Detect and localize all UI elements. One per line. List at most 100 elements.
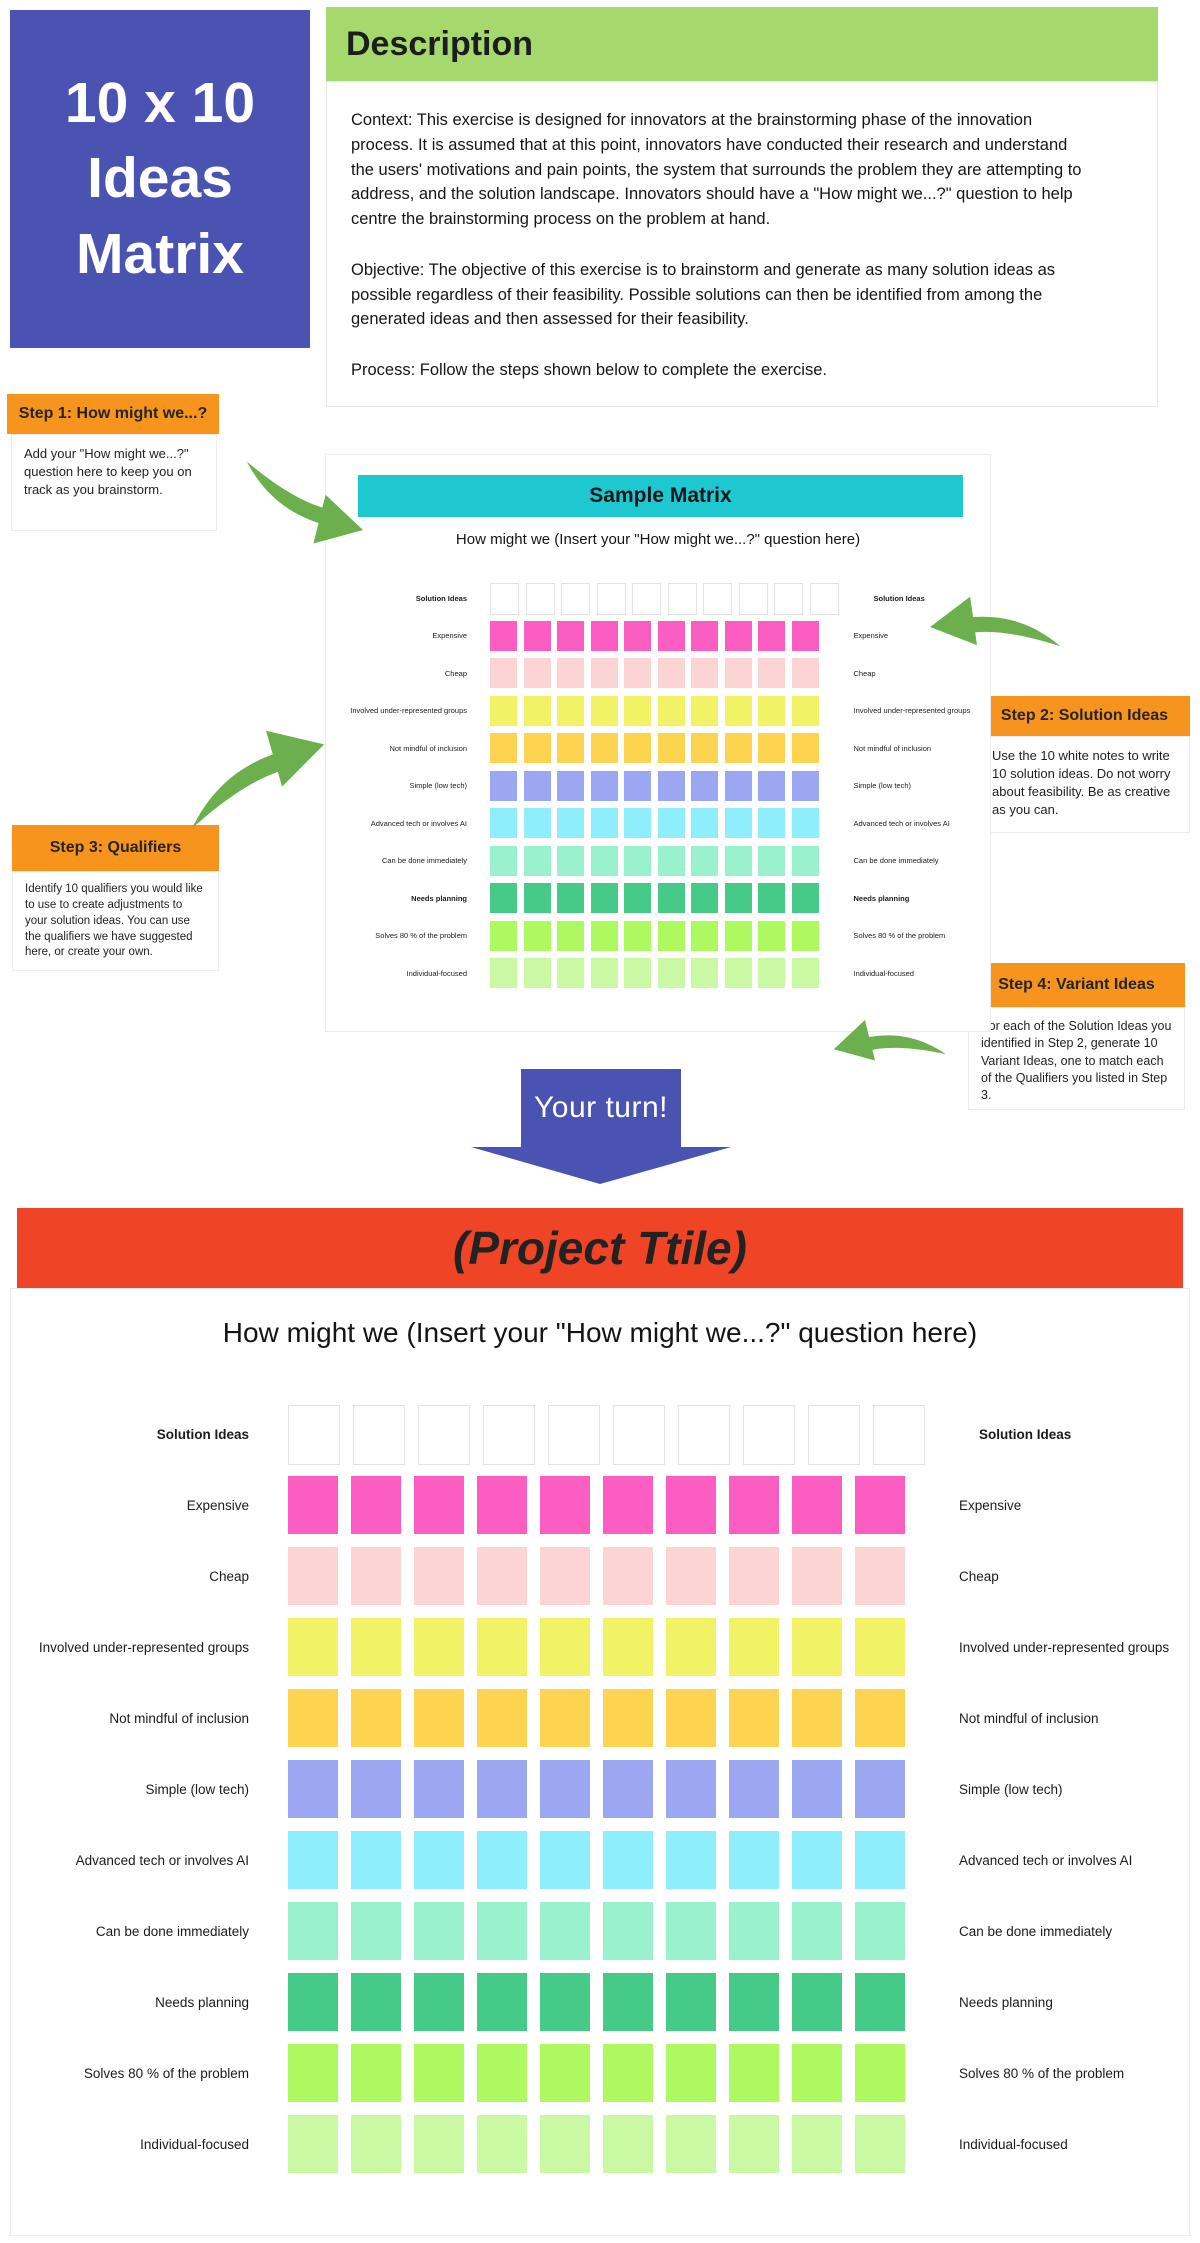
variant-idea-note[interactable] [855,1760,905,1818]
variant-idea-note[interactable] [351,2115,401,2173]
variant-idea-note[interactable] [729,1547,779,1605]
variant-idea-note[interactable] [666,1618,716,1676]
solution-idea-note[interactable] [548,1405,600,1465]
variant-idea-note[interactable] [351,1902,401,1960]
variant-idea-note[interactable] [666,1689,716,1747]
variant-idea-note[interactable] [477,1689,527,1747]
variant-idea-note[interactable] [603,1547,653,1605]
variant-idea-note[interactable] [477,1831,527,1889]
variant-idea-note[interactable] [288,1831,338,1889]
variant-idea-note[interactable] [666,1547,716,1605]
variant-idea-note[interactable] [666,1760,716,1818]
variant-idea-note[interactable] [351,1689,401,1747]
variant-idea-note[interactable] [477,1618,527,1676]
variant-idea-note[interactable] [540,1689,590,1747]
variant-idea-note[interactable] [792,1902,842,1960]
variant-idea-note[interactable] [792,1618,842,1676]
variant-idea-note[interactable] [414,1547,464,1605]
main-question-placeholder[interactable]: How might we (Insert your "How might we.… [222,1317,978,1348]
variant-idea-note[interactable] [477,1760,527,1818]
variant-idea-note[interactable] [792,1760,842,1818]
variant-idea-note[interactable] [540,2115,590,2173]
variant-idea-note[interactable] [351,1547,401,1605]
variant-idea-note[interactable] [477,2044,527,2102]
variant-idea-note[interactable] [792,1973,842,2031]
solution-idea-note[interactable] [353,1405,405,1465]
variant-idea-note[interactable] [729,1973,779,2031]
variant-idea-note[interactable] [351,1618,401,1676]
variant-idea-note[interactable] [414,1902,464,1960]
variant-idea-note[interactable] [603,1760,653,1818]
variant-idea-note[interactable] [288,1689,338,1747]
variant-idea-note[interactable] [603,1973,653,2031]
variant-idea-note[interactable] [603,1476,653,1534]
variant-idea-note[interactable] [792,2115,842,2173]
variant-idea-note[interactable] [288,2044,338,2102]
variant-idea-note[interactable] [603,1831,653,1889]
project-title-placeholder[interactable]: (Project Ttile) [453,1222,747,1274]
variant-idea-note[interactable] [540,1760,590,1818]
variant-idea-note[interactable] [603,1902,653,1960]
variant-idea-note[interactable] [477,1476,527,1534]
variant-idea-note[interactable] [855,2044,905,2102]
variant-idea-note[interactable] [288,2115,338,2173]
solution-idea-note[interactable] [678,1405,730,1465]
solution-idea-note[interactable] [288,1405,340,1465]
variant-idea-note[interactable] [540,1831,590,1889]
variant-idea-note[interactable] [288,1476,338,1534]
variant-idea-note[interactable] [540,1476,590,1534]
solution-idea-note[interactable] [418,1405,470,1465]
variant-idea-note[interactable] [603,2115,653,2173]
variant-idea-note[interactable] [477,1973,527,2031]
variant-idea-note[interactable] [729,1689,779,1747]
variant-idea-note[interactable] [855,1689,905,1747]
variant-idea-note[interactable] [855,1973,905,2031]
variant-idea-note[interactable] [855,1902,905,1960]
variant-idea-note[interactable] [477,1547,527,1605]
variant-idea-note[interactable] [540,1902,590,1960]
project-title-banner[interactable]: (Project Ttile) [17,1208,1183,1288]
variant-idea-note[interactable] [729,2044,779,2102]
variant-idea-note[interactable] [414,2044,464,2102]
variant-idea-note[interactable] [729,1476,779,1534]
variant-idea-note[interactable] [792,1831,842,1889]
variant-idea-note[interactable] [603,2044,653,2102]
variant-idea-note[interactable] [792,2044,842,2102]
variant-idea-note[interactable] [666,2115,716,2173]
solution-idea-note[interactable] [613,1405,665,1465]
variant-idea-note[interactable] [540,1547,590,1605]
variant-idea-note[interactable] [855,1618,905,1676]
variant-idea-note[interactable] [729,2115,779,2173]
variant-idea-note[interactable] [666,1973,716,2031]
variant-idea-note[interactable] [351,1760,401,1818]
variant-idea-note[interactable] [288,1973,338,2031]
variant-idea-note[interactable] [603,1618,653,1676]
variant-idea-note[interactable] [477,1902,527,1960]
variant-idea-note[interactable] [351,1476,401,1534]
variant-idea-note[interactable] [603,1689,653,1747]
variant-idea-note[interactable] [729,1831,779,1889]
variant-idea-note[interactable] [540,1973,590,2031]
variant-idea-note[interactable] [666,1902,716,1960]
variant-idea-note[interactable] [288,1547,338,1605]
variant-idea-note[interactable] [855,2115,905,2173]
variant-idea-note[interactable] [855,1476,905,1534]
variant-idea-note[interactable] [540,2044,590,2102]
variant-idea-note[interactable] [729,1902,779,1960]
variant-idea-note[interactable] [414,1760,464,1818]
solution-idea-note[interactable] [808,1405,860,1465]
variant-idea-note[interactable] [414,2115,464,2173]
solution-idea-note[interactable] [873,1405,925,1465]
variant-idea-note[interactable] [288,1902,338,1960]
solution-idea-note[interactable] [743,1405,795,1465]
solution-idea-note[interactable] [483,1405,535,1465]
variant-idea-note[interactable] [666,2044,716,2102]
variant-idea-note[interactable] [414,1689,464,1747]
variant-idea-note[interactable] [414,1831,464,1889]
variant-idea-note[interactable] [351,2044,401,2102]
variant-idea-note[interactable] [288,1760,338,1818]
variant-idea-note[interactable] [351,1973,401,2031]
variant-idea-note[interactable] [351,1831,401,1889]
variant-idea-note[interactable] [540,1618,590,1676]
variant-idea-note[interactable] [792,1689,842,1747]
